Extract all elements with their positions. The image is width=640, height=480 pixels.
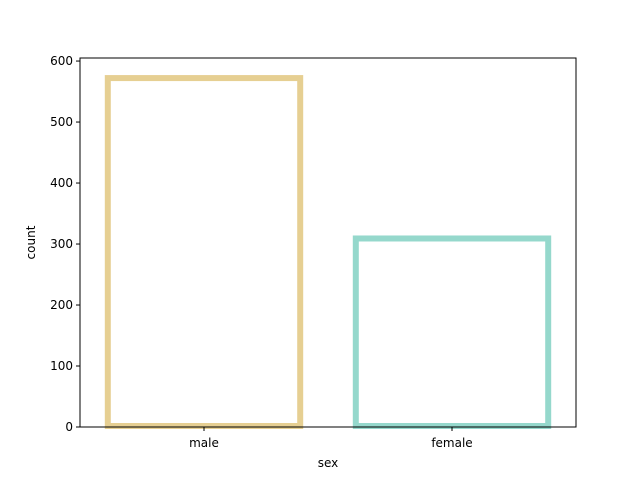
y-tick-label-400: 400 xyxy=(50,176,73,190)
plot-frame xyxy=(79,57,577,428)
y-axis: 0 100 200 300 400 500 600 xyxy=(50,54,80,434)
y-tick-label-100: 100 xyxy=(50,359,73,373)
y-tick-label-600: 600 xyxy=(50,54,73,68)
x-axis: male female xyxy=(189,427,473,450)
x-tick-label-male: male xyxy=(189,436,219,450)
bar-male xyxy=(104,75,304,429)
x-axis-label: sex xyxy=(318,456,339,470)
y-tick-label-200: 200 xyxy=(50,298,73,312)
bars-layer xyxy=(104,75,552,429)
x-tick-label-female: female xyxy=(431,436,472,450)
y-tick-label-500: 500 xyxy=(50,115,73,129)
y-axis-label: count xyxy=(24,225,38,259)
y-tick-label-0: 0 xyxy=(65,420,73,434)
y-tick-label-300: 300 xyxy=(50,237,73,251)
bar-female xyxy=(352,235,552,429)
